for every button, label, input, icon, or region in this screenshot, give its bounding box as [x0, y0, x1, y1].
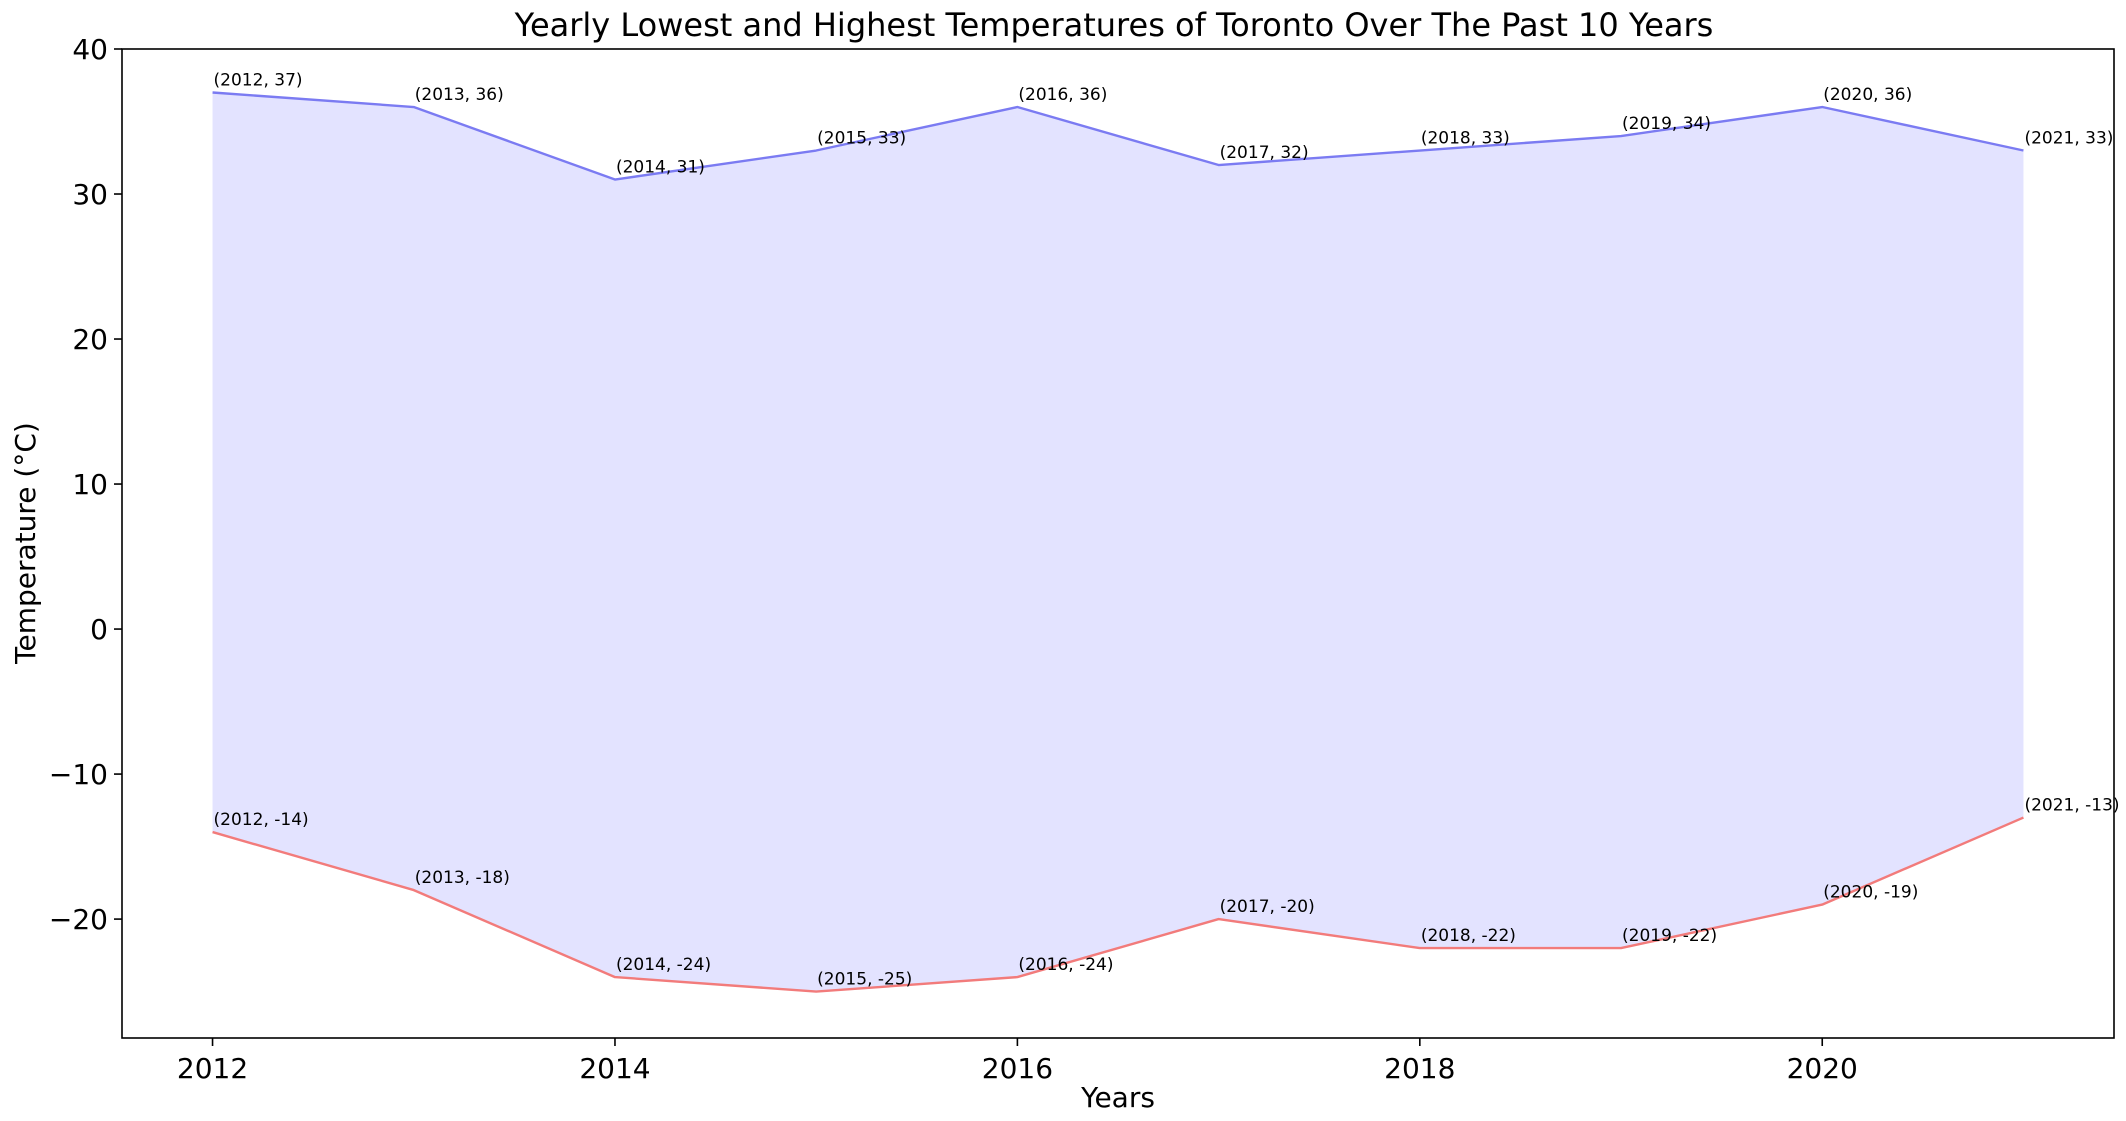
x-axis: 2012 2014 2016 2018 2020	[177, 1038, 1858, 1085]
data-label-high: (2020, 36)	[1823, 85, 1912, 105]
x-axis-title: Years	[1080, 1081, 1155, 1114]
y-tick-label: 30	[72, 178, 108, 211]
y-axis: 40 30 20 10 0 −10 −20	[49, 33, 122, 936]
data-label-low: (2018, -22)	[1421, 926, 1516, 946]
data-label-high: (2013, 36)	[415, 85, 504, 105]
y-tick-label: −10	[49, 758, 108, 791]
x-tick-label: 2014	[579, 1052, 650, 1085]
data-label-low: (2019, -22)	[1622, 926, 1717, 946]
y-tick-label: 0	[90, 613, 108, 646]
data-label-high: (2018, 33)	[1421, 129, 1510, 149]
series-line-high	[212, 91, 2024, 181]
y-tick-label: −20	[49, 903, 108, 936]
point-label-layer: (2012, 37) (2013, 36) (2014, 31) (2015, 33)…	[214, 71, 2120, 990]
x-tick-label: 2016	[982, 1052, 1053, 1085]
series-layer	[212, 91, 2024, 993]
plot-frame	[121, 48, 2115, 1039]
data-label-low: (2021, -13)	[2024, 796, 2119, 816]
fill-between-area	[212, 92, 2024, 992]
data-label-high: (2021, 33)	[2024, 129, 2113, 149]
y-tick-label: 40	[72, 33, 108, 66]
y-tick-label: 10	[72, 468, 108, 501]
data-label-low: (2013, -18)	[415, 868, 510, 888]
x-tick-label: 2020	[1787, 1052, 1858, 1085]
fill-area-layer	[212, 92, 2024, 992]
data-label-high: (2015, 33)	[817, 129, 906, 149]
data-label-high: (2014, 31)	[616, 158, 705, 178]
data-label-high: (2016, 36)	[1018, 85, 1107, 105]
data-label-low: (2016, -24)	[1018, 955, 1113, 975]
x-tick-label: 2018	[1384, 1052, 1455, 1085]
series-line-low	[212, 816, 2024, 993]
data-label-low: (2015, -25)	[817, 970, 912, 990]
data-label-low: (2012, -14)	[214, 810, 309, 830]
data-label-low: (2017, -20)	[1220, 897, 1315, 917]
y-tick-label: 20	[72, 323, 108, 356]
data-label-low: (2014, -24)	[616, 955, 711, 975]
data-label-low: (2020, -19)	[1823, 883, 1918, 903]
data-label-high: (2017, 32)	[1220, 143, 1309, 163]
data-label-high: (2012, 37)	[214, 71, 303, 91]
y-axis-title: Temperature (°C)	[9, 422, 42, 665]
chart-title: Yearly Lowest and Highest Temperatures o…	[514, 6, 1714, 44]
x-tick-label: 2012	[177, 1052, 248, 1085]
data-label-high: (2019, 34)	[1622, 114, 1711, 134]
